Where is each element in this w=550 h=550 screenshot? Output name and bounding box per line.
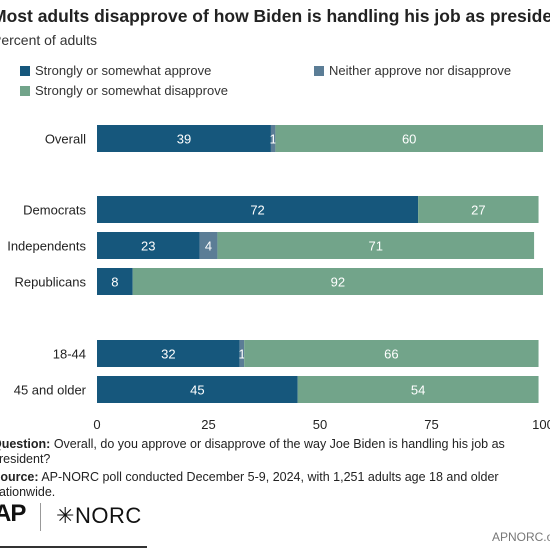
category-label: 18-44 [53,347,86,362]
x-tick-label: 50 [313,417,327,432]
legend-item-disapprove: Strongly or somewhat disapprove [20,83,228,98]
bar-segment [97,196,419,223]
data-label: 8 [111,275,118,290]
data-label: 54 [411,383,425,398]
site-url: APNORC.org [491,530,550,544]
legend-swatch-disapprove [20,86,30,96]
legend-label-neither: Neither approve nor disapprove [329,63,512,78]
data-label: 1 [270,132,277,147]
norc-logo-text: NORC [74,503,142,528]
category-label: Overall [45,132,86,147]
source-text: AP-NORC poll conducted December 5-9, 202… [0,470,499,499]
x-tick-label: 75 [424,417,438,432]
category-label: Republicans [14,275,86,290]
bar-segment [275,125,543,152]
x-tick-label: 0 [93,417,100,432]
bar-segment [270,125,276,152]
question-label: Question: [0,437,51,451]
legend-swatch-approve [20,66,30,76]
data-label: 4 [205,239,212,254]
stacked-bar-chart: Overall 39 1 60 Democrats 72 27 Independents 23 4… [7,125,550,432]
bar-segment [97,125,271,152]
x-tick-label: 25 [201,417,215,432]
footer-rule [0,546,147,548]
data-label: 71 [369,239,383,254]
category-label: Democrats [23,203,86,218]
bar-segment [418,196,539,223]
bar-segment [97,340,240,367]
question-text: Overall, do you approve or disapprove of… [0,437,505,466]
source-note: Source: AP-NORC poll conducted December … [0,470,550,500]
data-label: 66 [384,347,398,362]
bar-segment [297,376,539,403]
data-label: 1 [238,347,245,362]
data-label: 32 [161,347,175,362]
source-label: Source: [0,470,39,484]
legend-item-approve: Strongly or somewhat approve [20,63,211,78]
norc-star-icon: ✳ [56,503,75,528]
logo-divider [40,503,41,531]
ap-logo-text: AP [0,500,26,527]
bar-segment [97,268,133,295]
data-label: 92 [331,275,345,290]
data-label: 23 [141,239,155,254]
chart-subtitle: Percent of adults [0,32,98,48]
data-label: 60 [402,132,416,147]
data-label: 45 [190,383,204,398]
norc-logo: ✳NORC [56,503,142,529]
legend-swatch-neither [314,66,324,76]
bar-segment [132,268,543,295]
bar-segment [97,376,298,403]
data-label: 72 [250,203,264,218]
data-label: 39 [177,132,191,147]
ap-logo: AP [0,500,26,528]
bar-segment [199,232,218,259]
data-label: 27 [471,203,485,218]
bar-segment [244,340,539,367]
legend-label-approve: Strongly or somewhat approve [35,63,212,78]
bar-segment [217,232,535,259]
legend-label-disapprove: Strongly or somewhat disapprove [35,83,228,98]
chart-title: Most adults disapprove of how Biden is h… [0,6,550,26]
x-tick-label: 100 [532,417,550,432]
bar-segment [239,340,245,367]
category-label: Independents [7,239,86,254]
question-note: Question: Overall, do you approve or dis… [0,437,550,467]
category-label: 45 and older [14,383,87,398]
legend-item-neither: Neither approve nor disapprove [314,63,511,78]
bar-segment [97,232,200,259]
